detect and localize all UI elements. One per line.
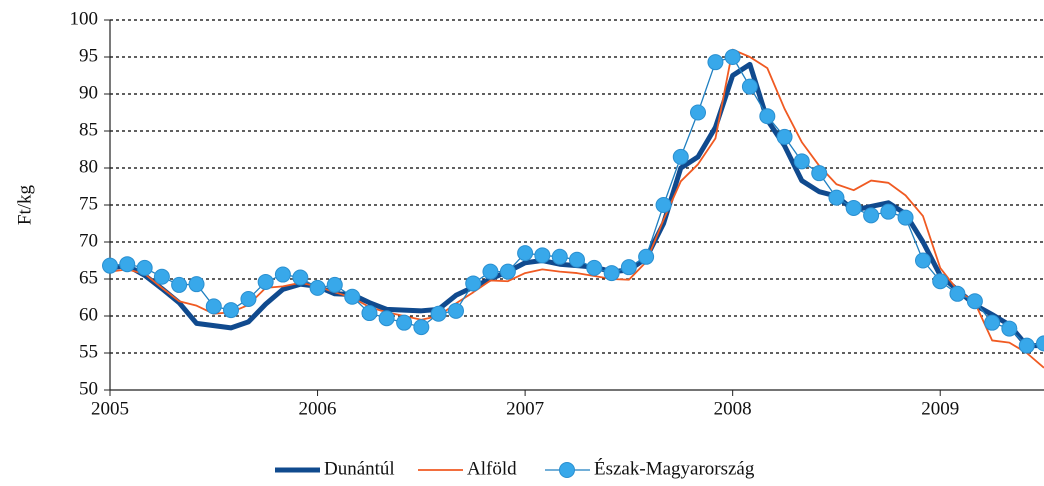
series-marker [638,248,655,265]
series-marker [586,259,603,276]
series-marker [205,298,222,315]
series-marker [880,203,897,220]
series-marker [603,265,620,282]
series-marker [741,78,758,95]
x-tick-label: 2007 [506,398,544,419]
series-marker [517,245,534,262]
series-marker [949,285,966,302]
series-marker [845,199,862,216]
series-marker [776,128,793,145]
series-marker [569,251,585,268]
series-marker [914,252,931,269]
series-marker [966,293,983,310]
series-marker [1036,335,1044,352]
series-marker [932,273,949,290]
y-tick-label: 70 [79,230,98,251]
series-marker [499,263,516,280]
legend-label: Alföld [467,458,517,479]
series-marker [690,104,707,121]
series-marker [1001,320,1018,337]
y-tick-label: 100 [70,8,99,29]
series-marker [223,302,240,319]
series-marker [620,259,637,276]
series-marker [274,266,291,283]
series-marker [465,275,482,292]
series-marker [984,314,1001,331]
series-marker [119,256,136,273]
series-marker [102,257,118,274]
series-marker [153,268,170,285]
series-marker [534,247,551,264]
x-tick-label: 2005 [91,398,129,419]
series-marker [793,153,810,170]
series-marker [551,248,568,265]
x-tick-label: 2009 [921,398,959,419]
y-tick-label: 65 [79,267,98,288]
series-marker [171,276,188,293]
series-marker [136,259,153,276]
y-tick-label: 95 [79,45,98,66]
x-tick-label: 2006 [299,398,337,419]
y-tick-label: 55 [79,341,98,362]
series-marker [811,165,828,182]
series-marker [672,148,689,165]
series-marker [378,310,395,327]
legend-marker [559,462,575,478]
y-tick-label: 75 [79,193,98,214]
series-marker [724,49,741,65]
legend-label: Észak-Magyarország [594,457,755,479]
series-marker [430,305,447,322]
legend-label: Dunántúl [324,458,395,479]
series-marker [188,276,205,293]
y-tick-label: 80 [79,156,98,177]
series-marker [326,276,343,293]
series-marker [257,273,274,290]
y-tick-label: 85 [79,119,98,140]
series-marker [482,263,499,280]
series-marker [309,279,326,296]
series-marker [240,290,257,307]
series-marker [361,305,378,322]
series-marker [413,319,430,336]
y-tick-label: 60 [79,304,98,325]
series-marker [828,189,845,206]
series-marker [655,197,672,213]
series-marker [707,54,724,71]
series-marker [344,288,361,305]
y-axis-title: Ft/kg [14,184,35,225]
series-marker [1018,337,1035,354]
y-tick-label: 50 [79,378,98,399]
series-marker [396,314,413,331]
series-marker [897,209,914,226]
series-marker [759,108,776,125]
series-marker [863,207,880,224]
y-tick-label: 90 [79,82,98,103]
x-tick-label: 2008 [714,398,752,419]
series-marker [447,302,464,319]
series-marker [292,269,309,286]
